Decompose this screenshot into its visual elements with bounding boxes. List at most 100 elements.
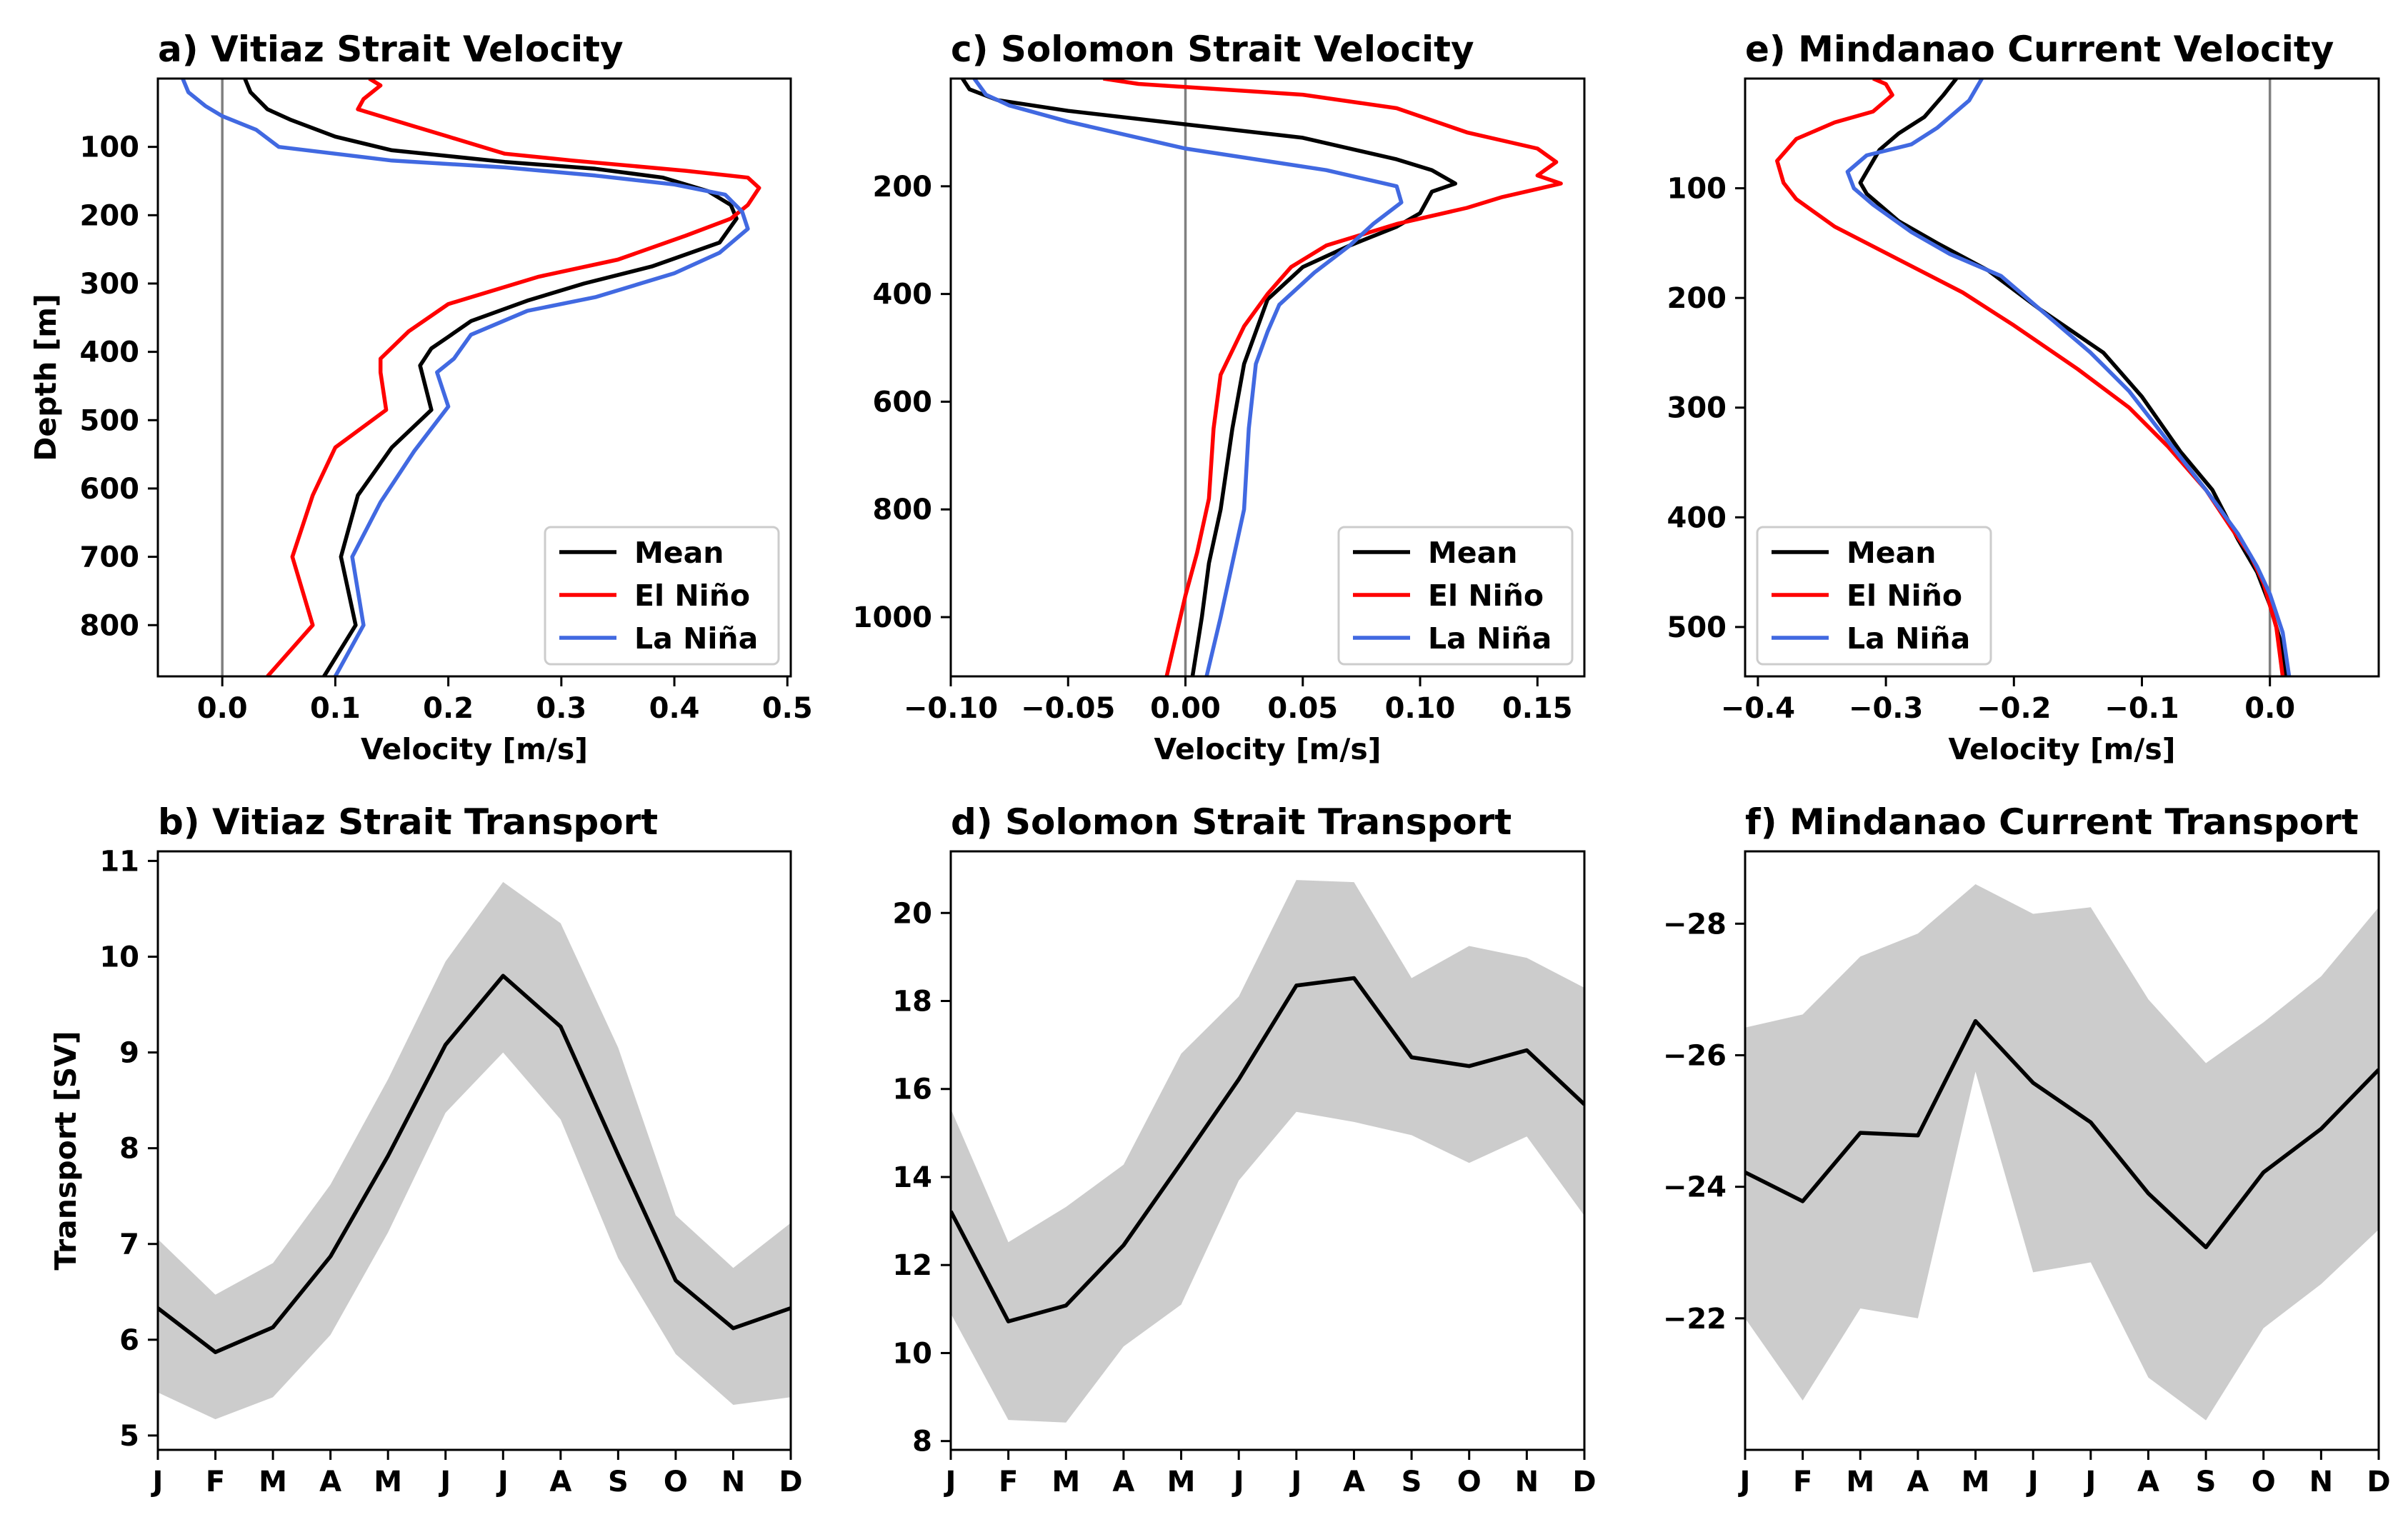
x-tick-label: J [2026,1466,2039,1498]
y-tick-label: 20 [892,897,932,930]
x-tick-label: 0.0 [197,692,248,725]
legend-label: La Niña [634,621,758,656]
y-tick-label: 5 [119,1420,139,1453]
x-tick-label: −0.1 [2104,692,2179,725]
series-line-2 [1845,79,2292,676]
x-tick-label: S [2196,1466,2217,1498]
x-tick-label: M [1167,1466,1196,1498]
x-tick-label: F [999,1466,1018,1498]
x-tick-label: M [1962,1466,1990,1498]
x-tick-label: 0.00 [1150,692,1221,725]
x-axis-label: Velocity [m/s] [1154,732,1381,766]
x-tick-label: S [1402,1466,1422,1498]
axes-frame [949,77,1586,678]
x-tick-label: −0.10 [904,692,998,725]
y-tick-label: 12 [892,1249,932,1282]
x-tick-label: J [1289,1466,1302,1498]
x-tick-label: O [1457,1466,1482,1498]
x-tick-label: 0.4 [649,692,700,725]
series-line-1 [266,79,761,676]
plot-area [961,79,1563,676]
x-tick-label: N [2309,1466,2333,1498]
x-tick-label: M [259,1466,287,1498]
y-tick-label: 800 [80,609,140,642]
x-tick-label: A [1112,1466,1134,1498]
y-tick-label: 500 [80,404,140,437]
x-tick-label: M [1051,1466,1080,1498]
y-tick-label: 500 [1667,611,1727,644]
x-tick-label: F [1793,1466,1812,1498]
x-tick-label: D [1572,1466,1596,1498]
x-tick-label: D [779,1466,802,1498]
x-tick-label: −0.3 [1849,692,1923,725]
x-axis-label: Velocity [m/s] [361,732,588,766]
legend-label: El Niño [634,579,750,613]
y-axis-label: Transport [SV] [49,1031,83,1270]
y-tick-label: 600 [873,386,933,419]
panel-c: −0.10 −0.05 0.00 0.05 0.10 0.15 200 400 600 800 10… [853,29,1586,766]
x-tick-label: 0.3 [536,692,586,725]
panel-a: 0.0 0.1 0.2 0.3 0.4 0.5 100 200 300 400 500 600 700 8… [29,29,813,766]
x-tick-label: 0.1 [310,692,361,725]
x-tick-label: J [944,1466,956,1498]
spread-band [158,881,791,1420]
legend-label: Mean [634,536,724,570]
y-tick-label: 10 [892,1337,932,1370]
x-axis-label: Velocity [m/s] [1948,732,2175,766]
x-tick-label: −0.2 [1977,692,2051,725]
series-line-0 [243,79,739,676]
y-tick-label: −28 [1663,908,1727,941]
legend: Mean El Niño La Niña [1337,526,1574,666]
plot-area [181,79,761,676]
x-tick-label: J [1738,1466,1751,1498]
y-tick-label: 8 [912,1426,932,1458]
mean-line [158,973,791,1354]
legend: Mean El Niño La Niña [544,526,780,666]
x-tick-label: J [438,1466,451,1498]
series-line-2 [181,79,750,676]
y-tick-label: 9 [119,1037,139,1070]
x-tick-label: A [1343,1466,1365,1498]
x-tick-label: 0.10 [1385,692,1456,725]
x-tick-label: M [374,1466,402,1498]
legend-label: El Niño [1847,579,1962,613]
x-tick-label: A [2137,1466,2159,1498]
panel-title: b) Vitiaz Strait Transport [158,801,658,843]
panel-title: f) Mindanao Current Transport [1745,801,2359,843]
y-tick-label: 11 [99,845,139,878]
x-tick-label: A [1907,1466,1929,1498]
legend-box [1337,526,1574,666]
panel-f: J F M A M J J A S O N D −28 −26 −24 −22 f) Mindanao Curr… [1663,801,2391,1498]
x-tick-label: −0.05 [1021,692,1115,725]
x-tick-label: M [1846,1466,1874,1498]
panel-title: e) Mindanao Current Velocity [1745,29,2334,70]
y-tick-label: 200 [1667,282,1727,315]
y-tick-label: 7 [119,1228,139,1261]
x-tick-label: N [1515,1466,1539,1498]
x-tick-label: D [2367,1466,2390,1498]
y-axis-label: Depth [m] [29,294,63,461]
x-tick-label: −0.4 [1721,692,1795,725]
legend-label: Mean [1847,536,1936,570]
axes-frame [949,850,1586,1451]
panel-title: a) Vitiaz Strait Velocity [158,29,624,70]
y-tick-label: 800 [873,494,933,526]
x-tick-label: J [1232,1466,1244,1498]
y-tick-label: 8 [119,1133,139,1166]
x-tick-label: 0.5 [762,692,813,725]
y-tick-label: 600 [80,473,140,506]
y-tick-label: 300 [80,268,140,301]
spread-band [951,880,1584,1423]
y-tick-label: 100 [1667,173,1727,206]
y-tick-label: 14 [892,1161,932,1194]
panel-title: d) Solomon Strait Transport [951,801,1512,843]
axes-frame [156,850,792,1451]
x-tick-label: A [549,1466,571,1498]
legend-box [544,526,780,666]
y-tick-label: −26 [1663,1039,1727,1072]
y-tick-label: 300 [1667,392,1727,425]
x-tick-label: F [206,1466,225,1498]
